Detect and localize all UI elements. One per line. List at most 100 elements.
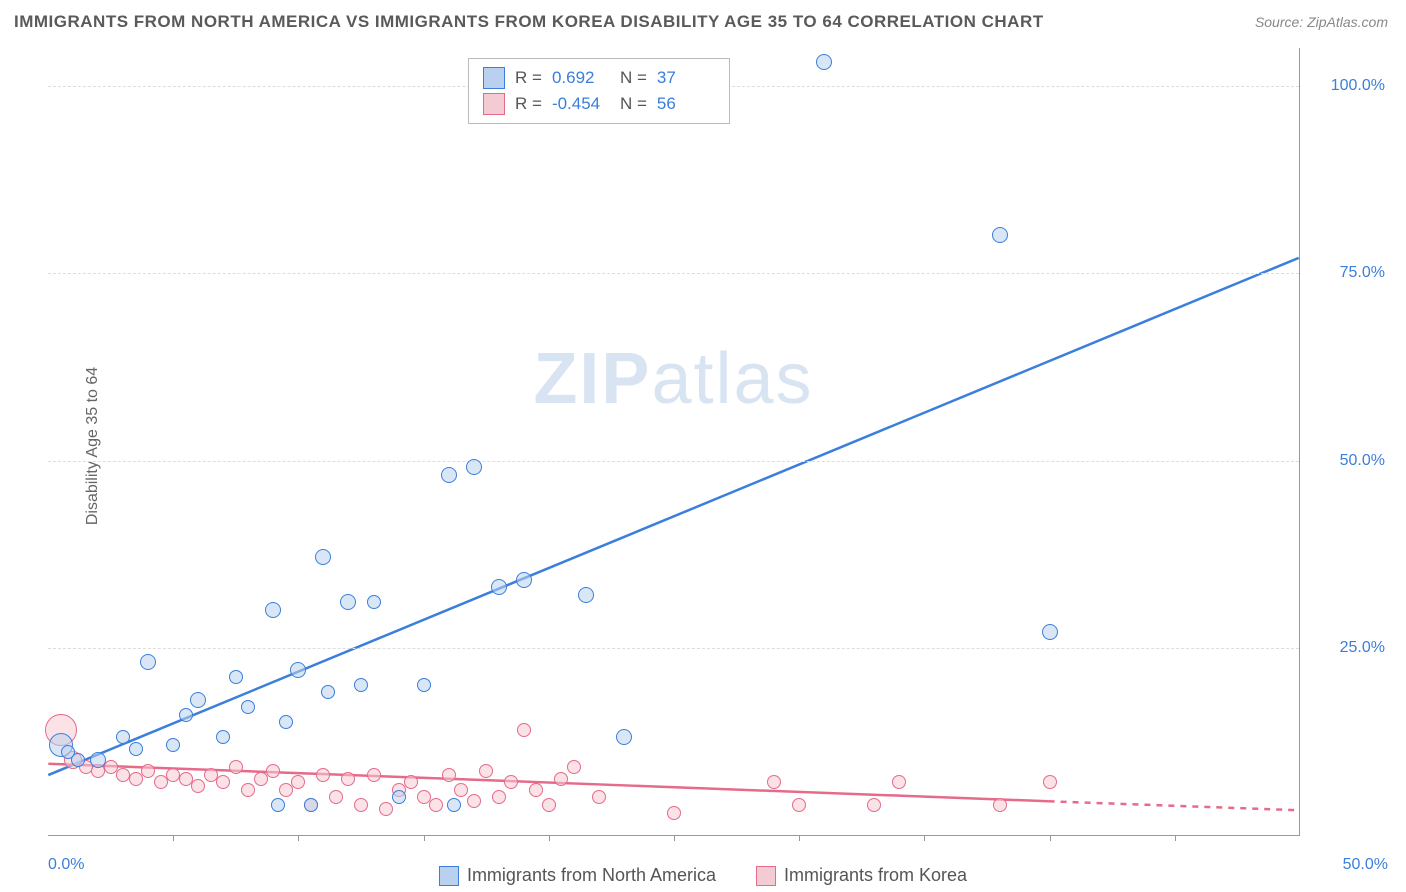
- chart-title: IMMIGRANTS FROM NORTH AMERICA VS IMMIGRA…: [14, 12, 1044, 32]
- gridline: [48, 648, 1299, 649]
- data-point: [479, 764, 493, 778]
- legend-swatch-blue-icon: [439, 866, 459, 886]
- watermark: ZIPatlas: [533, 338, 813, 420]
- x-tick-mark: [173, 835, 174, 841]
- data-point: [447, 798, 461, 812]
- stats-r-value-1: 0.692: [552, 68, 610, 88]
- data-point: [329, 790, 343, 804]
- data-point: [492, 790, 506, 804]
- stats-n-label-2: N =: [620, 94, 647, 114]
- data-point: [554, 772, 568, 786]
- data-point: [254, 772, 268, 786]
- gridline: [48, 273, 1299, 274]
- data-point: [491, 579, 507, 595]
- data-point: [316, 768, 330, 782]
- data-point: [516, 572, 532, 588]
- data-point: [504, 775, 518, 789]
- data-point: [304, 798, 318, 812]
- data-point: [191, 779, 205, 793]
- data-point: [441, 467, 457, 483]
- data-point: [993, 798, 1007, 812]
- data-point: [529, 783, 543, 797]
- source-label: Source: ZipAtlas.com: [1255, 14, 1388, 30]
- data-point: [578, 587, 594, 603]
- data-point: [140, 654, 156, 670]
- swatch-pink-icon: [483, 93, 505, 115]
- data-point: [265, 602, 281, 618]
- data-point: [892, 775, 906, 789]
- data-point: [467, 794, 481, 808]
- data-point: [379, 802, 393, 816]
- plot-area: ZIPatlas R = 0.692 N = 37 R = -0.454 N =…: [48, 48, 1300, 836]
- x-tick-mark: [1050, 835, 1051, 841]
- legend-swatch-pink-icon: [756, 866, 776, 886]
- data-point: [616, 729, 632, 745]
- data-point: [141, 764, 155, 778]
- data-point: [816, 54, 832, 70]
- data-point: [279, 715, 293, 729]
- data-point: [1043, 775, 1057, 789]
- legend-label-1: Immigrants from North America: [467, 865, 716, 886]
- data-point: [767, 775, 781, 789]
- data-point: [354, 678, 368, 692]
- data-point: [90, 752, 106, 768]
- x-tick-mark: [924, 835, 925, 841]
- data-point: [216, 775, 230, 789]
- y-tick-label: 50.0%: [1340, 452, 1385, 470]
- stats-r-label-2: R =: [515, 94, 542, 114]
- stats-row-2: R = -0.454 N = 56: [483, 91, 715, 117]
- data-point: [315, 549, 331, 565]
- stats-r-label-1: R =: [515, 68, 542, 88]
- data-point: [367, 595, 381, 609]
- data-point: [266, 764, 280, 778]
- legend: Immigrants from North America Immigrants…: [0, 865, 1406, 886]
- data-point: [216, 730, 230, 744]
- data-point: [417, 678, 431, 692]
- data-point: [229, 760, 243, 774]
- x-tick-mark: [799, 835, 800, 841]
- data-point: [341, 772, 355, 786]
- stats-n-value-1: 37: [657, 68, 715, 88]
- data-point: [271, 798, 285, 812]
- data-point: [71, 753, 85, 767]
- x-tick-mark: [298, 835, 299, 841]
- data-point: [190, 692, 206, 708]
- data-point: [404, 775, 418, 789]
- data-point: [179, 708, 193, 722]
- data-point: [340, 594, 356, 610]
- data-point: [129, 742, 143, 756]
- data-point: [867, 798, 881, 812]
- data-point: [667, 806, 681, 820]
- data-point: [321, 685, 335, 699]
- trend-lines: [48, 48, 1299, 835]
- data-point: [517, 723, 531, 737]
- data-point: [229, 670, 243, 684]
- data-point: [116, 730, 130, 744]
- data-point: [354, 798, 368, 812]
- data-point: [567, 760, 581, 774]
- data-point: [241, 700, 255, 714]
- stats-r-value-2: -0.454: [552, 94, 610, 114]
- data-point: [291, 775, 305, 789]
- stats-box: R = 0.692 N = 37 R = -0.454 N = 56: [468, 58, 730, 124]
- x-tick-mark: [1175, 835, 1176, 841]
- data-point: [466, 459, 482, 475]
- data-point: [1042, 624, 1058, 640]
- stats-row-1: R = 0.692 N = 37: [483, 65, 715, 91]
- x-tick-mark: [549, 835, 550, 841]
- data-point: [166, 738, 180, 752]
- gridline: [48, 461, 1299, 462]
- data-point: [279, 783, 293, 797]
- data-point: [992, 227, 1008, 243]
- swatch-blue-icon: [483, 67, 505, 89]
- data-point: [429, 798, 443, 812]
- x-tick-mark: [674, 835, 675, 841]
- watermark-atlas: atlas: [651, 339, 813, 419]
- data-point: [442, 768, 456, 782]
- data-point: [367, 768, 381, 782]
- data-point: [454, 783, 468, 797]
- legend-item-1: Immigrants from North America: [439, 865, 716, 886]
- y-tick-label: 25.0%: [1340, 639, 1385, 657]
- stats-n-value-2: 56: [657, 94, 715, 114]
- data-point: [592, 790, 606, 804]
